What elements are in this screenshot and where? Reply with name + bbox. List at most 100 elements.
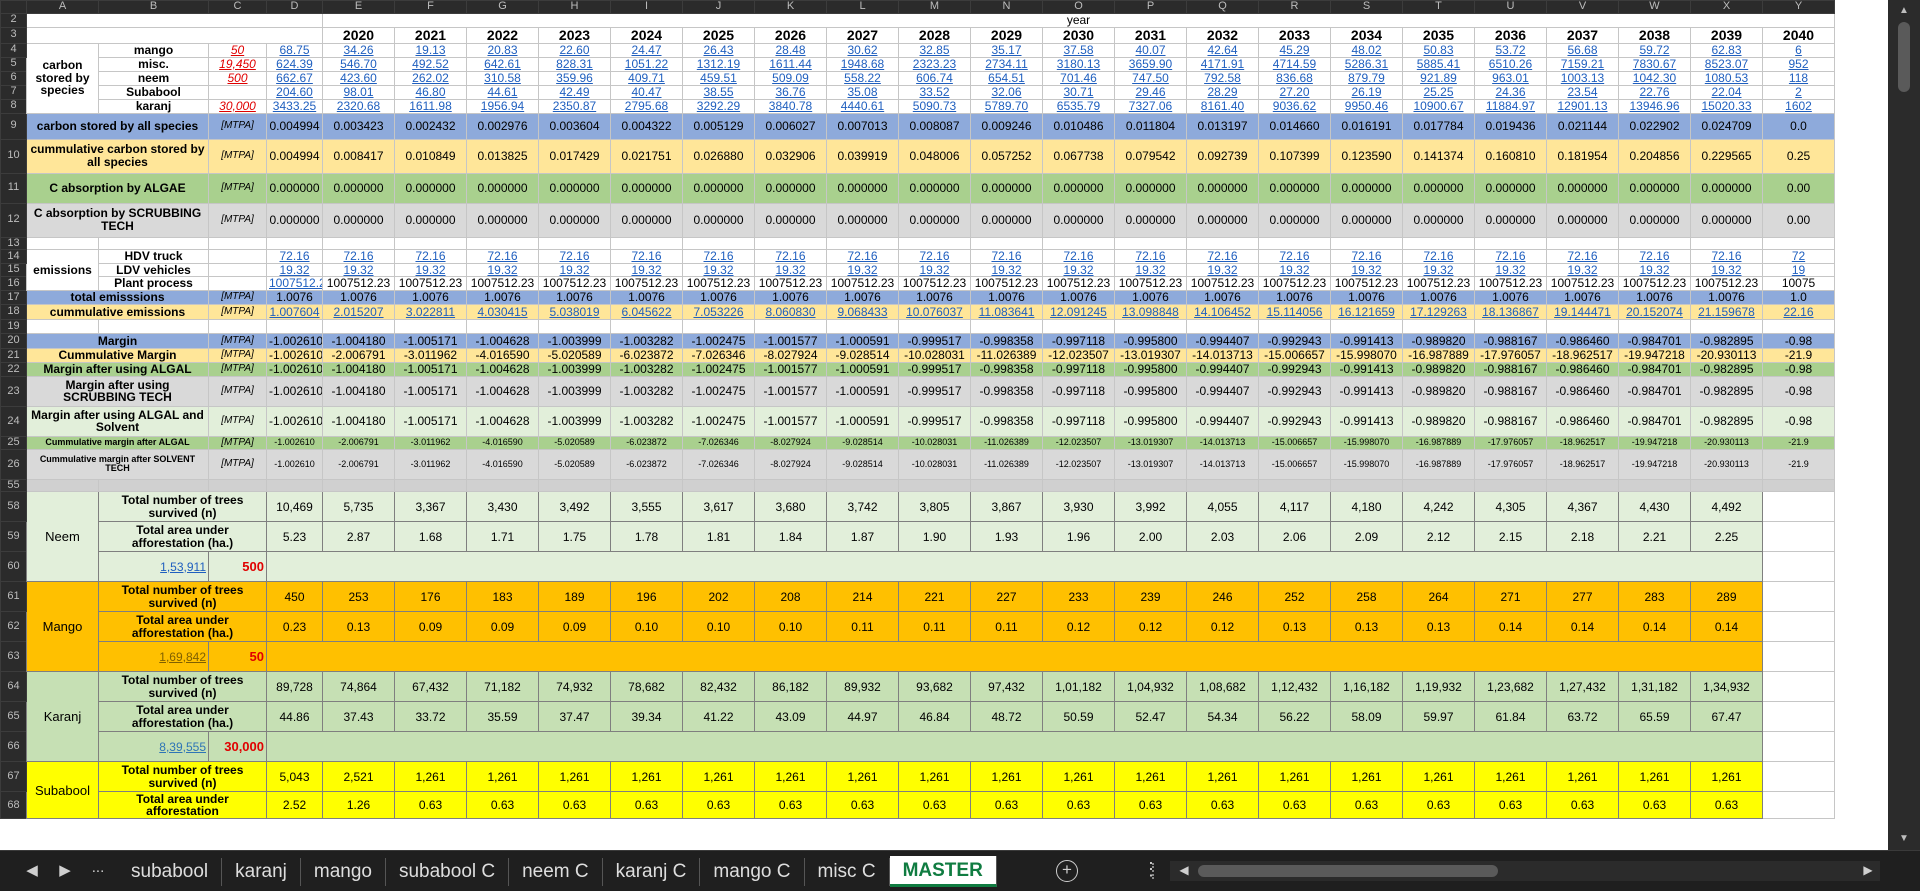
tab-split-handle[interactable] xyxy=(1152,863,1155,879)
cell[interactable] xyxy=(898,318,971,334)
value-cell[interactable]: 28.48 xyxy=(754,42,827,58)
value-cell[interactable]: 19.13 xyxy=(394,42,467,58)
value-cell[interactable]: -1.004628 xyxy=(466,375,539,407)
value-cell[interactable]: -0.991413 xyxy=(1330,361,1403,377)
area-value[interactable]: 33.72 xyxy=(394,701,467,733)
trees-value[interactable]: 1,261 xyxy=(1258,761,1331,793)
area-value[interactable]: 67.47 xyxy=(1690,701,1763,733)
trees-value[interactable]: 89,728 xyxy=(266,671,323,703)
area-value[interactable]: 1.78 xyxy=(610,521,683,553)
value-cell[interactable]: 0.017784 xyxy=(1402,112,1475,140)
row-header[interactable]: 23 xyxy=(0,375,27,407)
trees-value[interactable]: 1,261 xyxy=(1042,761,1115,793)
cell[interactable] xyxy=(538,478,611,493)
value-cell[interactable]: 32.06 xyxy=(970,84,1043,100)
year-header[interactable]: 2025 xyxy=(682,26,755,44)
row-header[interactable]: 20 xyxy=(0,332,27,349)
unit-label[interactable]: [MTPA] xyxy=(208,289,267,305)
trees-value[interactable]: 208 xyxy=(754,581,827,613)
value-cell[interactable]: 0.021751 xyxy=(610,138,683,174)
area-value[interactable]: 48.72 xyxy=(970,701,1043,733)
value-cell[interactable]: 0.000000 xyxy=(322,172,395,204)
value-cell[interactable]: -20.930113 xyxy=(1690,347,1763,363)
cell[interactable] xyxy=(26,318,99,334)
area-value[interactable]: 65.59 xyxy=(1618,701,1691,733)
value-cell[interactable]: -0.992943 xyxy=(1258,375,1331,407)
species-target[interactable]: 50 xyxy=(208,42,267,58)
cell[interactable] xyxy=(1762,581,1835,613)
area-value[interactable]: 0.12 xyxy=(1042,611,1115,643)
value-cell[interactable]: -0.989820 xyxy=(1402,361,1475,377)
value-cell[interactable]: 0.010849 xyxy=(394,138,467,174)
value-cell[interactable]: 36.76 xyxy=(754,84,827,100)
species-label[interactable]: Subabool xyxy=(98,84,209,100)
value-cell[interactable]: 1.007604 xyxy=(266,303,323,320)
value-cell[interactable]: 792.58 xyxy=(1186,70,1259,86)
value-cell[interactable]: 0.079542 xyxy=(1114,138,1187,174)
emissions-label[interactable]: emissions xyxy=(26,249,99,291)
summary-label[interactable]: Cummulative margin after SOLVENT TECH xyxy=(26,448,209,480)
column-header[interactable]: G xyxy=(466,0,539,14)
value-cell[interactable]: -18.962517 xyxy=(1546,347,1619,363)
cell[interactable] xyxy=(1114,478,1187,493)
value-cell[interactable]: 5.038019 xyxy=(538,303,611,320)
year-header[interactable]: 2031 xyxy=(1114,26,1187,44)
value-cell[interactable]: -1.002610 xyxy=(266,332,323,349)
cell[interactable] xyxy=(1762,236,1835,251)
value-cell[interactable]: -0.989820 xyxy=(1402,332,1475,349)
area-value[interactable]: 52.47 xyxy=(1114,701,1187,733)
area-value[interactable]: 2.09 xyxy=(1330,521,1403,553)
value-cell[interactable]: -1.002610 xyxy=(266,347,323,363)
value-cell[interactable]: -1.005171 xyxy=(394,375,467,407)
value-cell[interactable]: 14.106452 xyxy=(1186,303,1259,320)
trees-value[interactable]: 1,04,932 xyxy=(1114,671,1187,703)
value-cell[interactable]: -19.947218 xyxy=(1618,347,1691,363)
value-cell[interactable]: 0.000000 xyxy=(898,172,971,204)
cell[interactable] xyxy=(538,236,611,251)
value-cell[interactable]: 2350.87 xyxy=(538,98,611,114)
row-header[interactable]: 65 xyxy=(0,701,27,733)
area-value[interactable]: 0.09 xyxy=(394,611,467,643)
area-value[interactable]: 2.00 xyxy=(1114,521,1187,553)
value-cell[interactable]: 98.01 xyxy=(322,84,395,100)
value-cell[interactable]: 44.61 xyxy=(466,84,539,100)
value-cell[interactable]: -6.023872 xyxy=(610,347,683,363)
trees-value[interactable]: 4,430 xyxy=(1618,491,1691,523)
value-cell[interactable]: 72.16 xyxy=(1618,249,1691,264)
vertical-scrollbar[interactable]: ▲ ▼ xyxy=(1888,0,1920,850)
value-cell[interactable]: 0.007013 xyxy=(826,112,899,140)
value-cell[interactable]: 19.32 xyxy=(898,262,971,278)
value-cell[interactable]: 0.057252 xyxy=(970,138,1043,174)
value-cell[interactable]: 16.121659 xyxy=(1330,303,1403,320)
value-cell[interactable]: -0.98 xyxy=(1762,361,1835,377)
cell[interactable] xyxy=(1042,478,1115,493)
area-value[interactable]: 0.63 xyxy=(1690,791,1763,820)
value-cell[interactable]: -0.988167 xyxy=(1474,332,1547,349)
value-cell[interactable]: -0.982895 xyxy=(1690,361,1763,377)
value-cell[interactable]: 6510.26 xyxy=(1474,56,1547,72)
trees-value[interactable]: 2,521 xyxy=(322,761,395,793)
value-cell[interactable]: 509.09 xyxy=(754,70,827,86)
value-cell[interactable]: -7.026346 xyxy=(682,448,755,480)
cell[interactable] xyxy=(1042,318,1115,334)
row-header[interactable]: 19 xyxy=(0,318,27,334)
area-value[interactable]: 0.11 xyxy=(970,611,1043,643)
value-cell[interactable]: -1.003282 xyxy=(610,332,683,349)
value-cell[interactable]: 10.076037 xyxy=(898,303,971,320)
value-cell[interactable]: 921.89 xyxy=(1402,70,1475,86)
value-cell[interactable]: -13.019307 xyxy=(1114,347,1187,363)
value-cell[interactable]: -0.992943 xyxy=(1258,361,1331,377)
cell[interactable] xyxy=(322,478,395,493)
area-value[interactable]: 0.63 xyxy=(1114,791,1187,820)
trees-value[interactable]: 82,432 xyxy=(682,671,755,703)
species-label[interactable]: mango xyxy=(98,42,209,58)
year-header[interactable]: 2022 xyxy=(466,26,539,44)
cell[interactable] xyxy=(1114,318,1187,334)
value-cell[interactable]: 11884.97 xyxy=(1474,98,1547,114)
row-header[interactable]: 25 xyxy=(0,435,27,450)
cell[interactable] xyxy=(394,478,467,493)
area-value[interactable]: 0.63 xyxy=(970,791,1043,820)
area-value[interactable]: 0.63 xyxy=(1546,791,1619,820)
value-cell[interactable]: -1.002475 xyxy=(682,361,755,377)
value-cell[interactable]: 1007512.23 xyxy=(538,276,611,291)
